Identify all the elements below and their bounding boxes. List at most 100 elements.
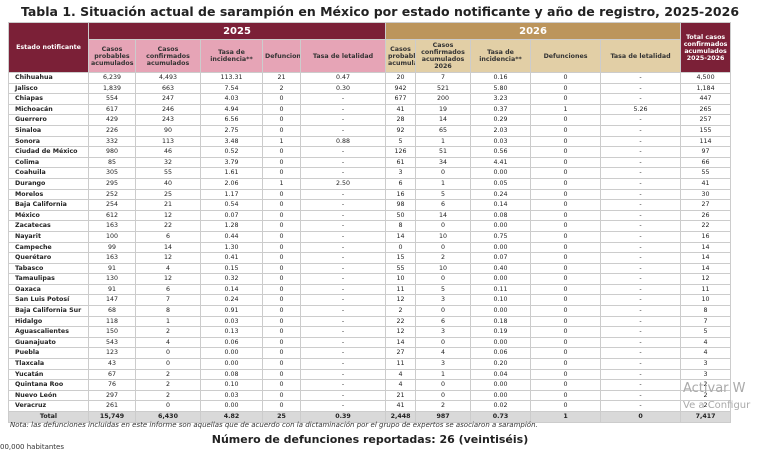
cell: 942 [385,82,417,95]
cell: 0 [530,241,602,254]
table-row: Baja California Sur 68 8 0.91 0-2 0 0.00 0-8 [8,305,732,317]
cell: 0 [262,283,301,296]
cell: 0.00 [200,347,263,360]
cell: 30 [680,188,732,201]
cell: 0 [530,114,602,126]
cell: 0.00 [470,220,532,232]
cell: 677 [385,93,417,105]
cell: 6,239 [88,72,136,84]
cell: 65 [415,124,472,137]
cell: 163 [88,252,136,264]
cell: 0 [530,379,602,391]
cell: 0 [262,368,301,381]
cell: 10 [385,273,417,285]
table-row: Colima 85 32 3.79 0-61 34 4.41 0-66 [8,156,732,169]
cell: 0 [262,114,301,126]
table-row: Sinaloa 226 90 2.75 0-92 65 2.03 0-155 [8,124,732,137]
cell: - [600,177,682,190]
cell: 1 [415,135,472,148]
cell: 0.03 [470,135,532,148]
cell: 0 [262,305,301,317]
cell: 32 [135,156,201,169]
cell: 243 [135,114,201,126]
cell: 0 [385,241,417,254]
cell: 3 [415,294,472,307]
state-name: Yucatán [8,368,89,381]
cell: 0.54 [200,199,263,211]
cell: 1 [415,368,472,381]
table-row: Puebla 123 0 0.00 0-27 4 0.06 0-4 [8,347,732,360]
cell: 0 [530,389,602,402]
cell: 55 [680,167,732,179]
table-header: Estado notificante 2025 2026 Total casos co… [8,22,732,73]
cell: 252 [88,188,136,201]
cell: - [600,188,682,201]
cell: 0 [530,220,602,232]
cell: 14 [385,230,417,243]
cell: 0.08 [200,368,263,381]
column-header: Casos confirmados acumulados 2026 [415,39,472,73]
cell: 0.14 [470,199,532,211]
cell: - [600,135,682,148]
cell: 1,184 [680,82,732,95]
cell: 0.10 [470,294,532,307]
cell: 6 [135,283,201,296]
watermark: Activar W Ve a Configur [683,380,750,414]
cell: 90 [135,124,201,137]
cell: 0.24 [200,294,263,307]
cell: 3 [415,358,472,370]
cell: 200 [415,93,472,105]
cell: 0.03 [200,315,263,328]
state-name: Zacatecas [8,220,89,232]
table-row: Quintana Roo 76 2 0.10 0-4 0 0.00 0-2 [8,379,732,391]
cell: 0.30 [299,82,387,95]
group-header: 2025 [87,22,387,40]
total-cell: 7,417 [680,411,732,423]
table-row: Veracruz 261 0 0.00 0-41 2 0.02 0-2 [8,400,732,412]
total-cell: 0 [600,411,682,423]
column-header: Casos probables acumulados [385,39,417,73]
cell: 0 [530,305,602,317]
cell: 4 [135,336,201,349]
table-row: Tabasco 91 4 0.15 0-55 10 0.40 0-14 [8,262,732,275]
cell: 0.24 [470,188,532,201]
cell: 0.11 [470,283,532,296]
cell: 0 [262,379,301,391]
state-name: Morelos [8,188,89,201]
cell: 0 [530,230,602,243]
state-name: Querétaro [8,252,89,264]
cell: 2 [680,379,732,391]
cell: - [600,326,682,338]
table-row: Jalisco 1,839 663 7.54 2 0.30 942 521 5.80 0-1,18… [8,82,732,95]
cell: 4 [385,368,417,381]
cell: 8 [385,220,417,232]
column-header: Defunciones [262,39,301,73]
column-header: Tasa de incidencia** [470,39,532,73]
cell: 1,839 [88,82,136,95]
table-row: Zacatecas 163 22 1.28 0-8 0 0.00 0-22 [8,220,732,232]
cell: 20 [385,72,417,84]
cell: 0.00 [470,379,532,391]
cell: - [600,379,682,391]
cell: 11 [385,283,417,296]
cell: 1.30 [200,241,263,254]
cell: 4.94 [200,103,263,116]
cell: 521 [415,82,472,95]
partial-text: 00,000 habitantes [0,443,65,451]
cell: 51 [415,146,472,158]
cell: 14 [415,209,472,222]
cell: 0.19 [470,326,532,338]
cell: 4 [680,347,732,360]
table-row: Querétaro 163 12 0.41 0-15 2 0.07 0-14 [8,252,732,264]
cell: 0 [262,188,301,201]
cell: 12 [680,273,732,285]
cell: 261 [88,400,136,412]
state-name: Campeche [8,241,89,254]
cell: 0.32 [200,273,263,285]
cell: 12 [385,294,417,307]
cell: - [299,124,387,137]
cell: 0 [530,135,602,148]
state-name: México [8,209,89,222]
cell: 2 [415,252,472,264]
